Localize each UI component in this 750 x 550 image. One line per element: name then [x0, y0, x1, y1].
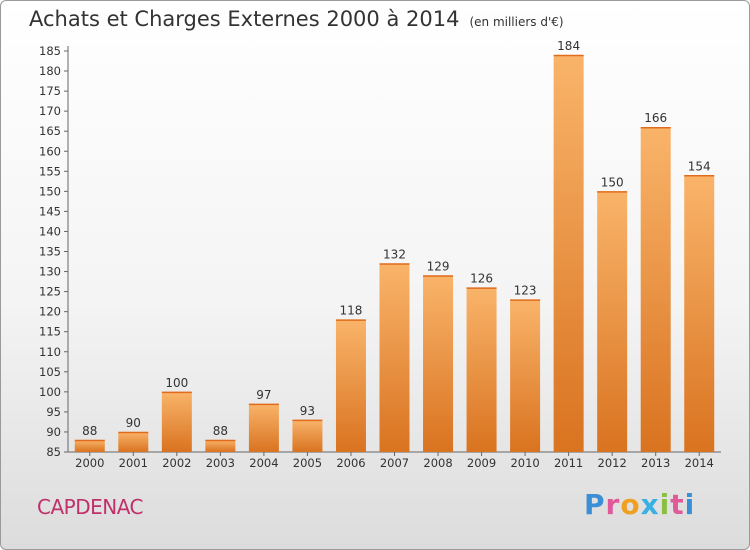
y-tick-label: 185 [39, 44, 61, 58]
x-tick-label: 2013 [641, 456, 670, 470]
bar-value-label: 126 [470, 272, 493, 286]
y-tick-label: 145 [39, 204, 61, 218]
proxiti-logo: Proxiti [584, 488, 695, 521]
y-tick-label: 100 [39, 385, 61, 399]
y-tick-label: 105 [39, 365, 61, 379]
logo-letter: x [640, 488, 660, 521]
bar [510, 299, 541, 452]
y-tick-label: 95 [46, 405, 61, 419]
chart-unit: (en milliers d'€) [469, 15, 564, 29]
bar [423, 275, 454, 452]
x-tick-label: 2002 [162, 456, 191, 470]
x-tick-label: 2003 [206, 456, 235, 470]
bar-value-label: 150 [601, 175, 624, 189]
y-tick-label: 175 [39, 84, 61, 98]
bar-value-label: 154 [688, 159, 711, 173]
bar-value-label: 129 [427, 260, 450, 274]
x-tick-label: 2004 [249, 456, 278, 470]
bar-value-label: 118 [340, 304, 363, 318]
bar [248, 403, 279, 452]
y-tick-label: 135 [39, 245, 61, 259]
x-tick-label: 2006 [336, 456, 365, 470]
y-tick-label: 130 [39, 265, 61, 279]
bar [118, 431, 149, 452]
logo-letter: i [659, 488, 671, 521]
bar-value-label: 93 [300, 404, 315, 418]
bar [74, 439, 105, 452]
bar-value-label: 166 [644, 111, 667, 125]
bar [205, 439, 236, 452]
logo-letter: i [684, 488, 696, 521]
x-tick-label: 2009 [467, 456, 496, 470]
y-tick-label: 140 [39, 224, 61, 238]
chart-title-text: Achats et Charges Externes 2000 à 2014 [29, 7, 460, 31]
bar [597, 191, 628, 452]
bar [553, 55, 584, 452]
bar-value-label: 132 [383, 248, 406, 262]
x-tick-label: 2005 [293, 456, 322, 470]
logo-letter: o [620, 488, 641, 521]
y-tick-label: 110 [39, 345, 61, 359]
bar-value-label: 88 [213, 424, 228, 438]
bar-value-label: 90 [126, 416, 141, 430]
x-tick-label: 2008 [423, 456, 452, 470]
bar [292, 419, 323, 452]
bar-value-label: 184 [557, 39, 580, 53]
x-tick-label: 2011 [554, 456, 583, 470]
x-tick-label: 2012 [598, 456, 627, 470]
bar-value-label: 100 [165, 376, 188, 390]
bar [466, 287, 497, 452]
y-tick-label: 115 [39, 325, 61, 339]
y-tick-label: 180 [39, 64, 61, 78]
y-tick-label: 165 [39, 124, 61, 138]
bar-value-label: 123 [514, 284, 537, 298]
chart-title: Achats et Charges Externes 2000 à 2014 (e… [29, 7, 564, 31]
y-tick-label: 160 [39, 144, 61, 158]
x-tick-label: 2014 [685, 456, 714, 470]
y-tick-label: 150 [39, 184, 61, 198]
y-tick-label: 120 [39, 305, 61, 319]
logo-letter: r [605, 488, 621, 521]
bar-value-label: 88 [82, 424, 97, 438]
logo-letter: P [584, 488, 606, 521]
bar [335, 319, 366, 452]
x-tick-label: 2000 [75, 456, 104, 470]
bar [161, 391, 192, 452]
y-tick-label: 85 [46, 445, 61, 459]
bar [379, 263, 410, 452]
logo-letter: t [670, 488, 685, 521]
y-tick-label: 90 [46, 425, 61, 439]
y-tick-label: 155 [39, 164, 61, 178]
y-tick-label: 125 [39, 285, 61, 299]
bar [684, 175, 715, 452]
y-tick-label: 170 [39, 104, 61, 118]
x-tick-label: 2001 [119, 456, 148, 470]
bar-value-label: 97 [256, 388, 271, 402]
x-tick-label: 2010 [510, 456, 539, 470]
x-tick-label: 2007 [380, 456, 409, 470]
bar [640, 127, 671, 452]
location-label: CAPDENAC [37, 495, 144, 519]
